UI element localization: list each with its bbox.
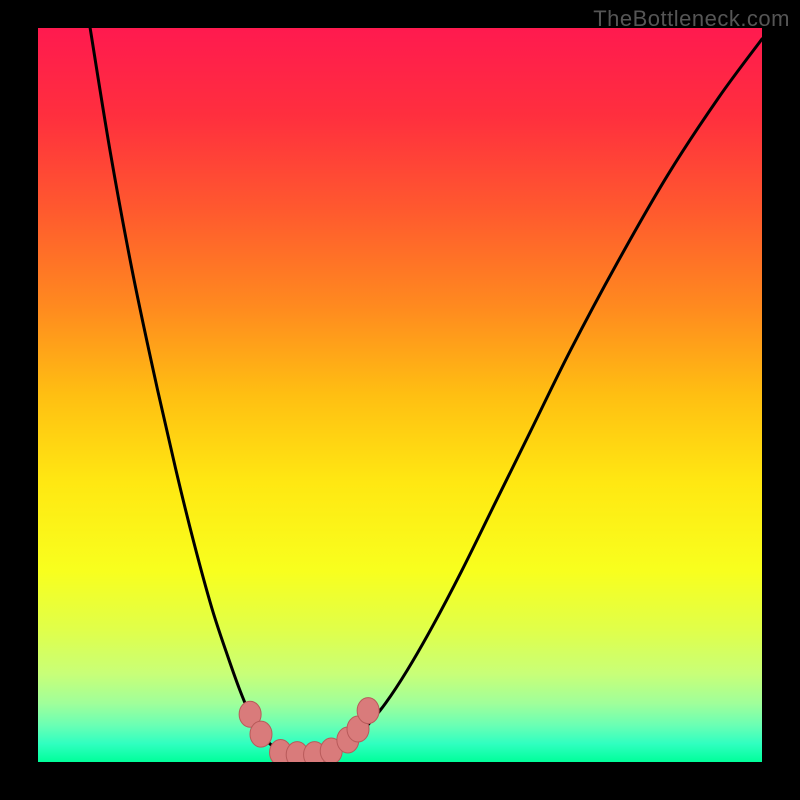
bottleneck-curve — [90, 28, 762, 755]
curve-markers-group — [239, 698, 379, 762]
chart-curve-layer — [38, 28, 762, 762]
curve-marker — [250, 721, 272, 747]
watermark-text: TheBottleneck.com — [593, 6, 790, 32]
chart-plot-area — [38, 28, 762, 762]
curve-marker — [357, 698, 379, 724]
